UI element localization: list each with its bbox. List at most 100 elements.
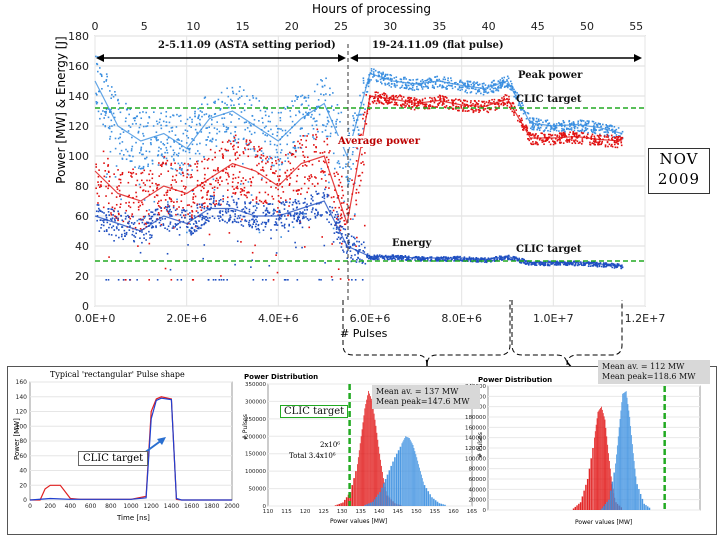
series-point bbox=[201, 224, 203, 226]
pulse-y-tick: 20 bbox=[19, 482, 27, 489]
series-point bbox=[299, 128, 302, 130]
series-point bbox=[595, 264, 598, 266]
series-point bbox=[575, 133, 577, 135]
series-point bbox=[156, 194, 159, 197]
series-point bbox=[214, 205, 216, 208]
dist1-bar bbox=[414, 451, 416, 506]
series-point bbox=[287, 160, 290, 163]
series-point bbox=[475, 258, 477, 261]
series-point bbox=[540, 263, 543, 265]
series-point bbox=[323, 151, 326, 153]
y-tick-label: 180 bbox=[68, 30, 89, 43]
series-point bbox=[392, 97, 395, 100]
series-point bbox=[378, 100, 381, 102]
series-point bbox=[238, 118, 240, 120]
series-point bbox=[564, 263, 567, 265]
series-point bbox=[303, 212, 306, 215]
series-point bbox=[328, 181, 330, 184]
series-point bbox=[319, 214, 322, 216]
series-point bbox=[314, 215, 317, 218]
series-point bbox=[402, 103, 404, 106]
series-point bbox=[426, 85, 429, 88]
series-point bbox=[340, 111, 343, 114]
series-point bbox=[435, 259, 438, 261]
series-point bbox=[193, 215, 196, 217]
series-point bbox=[196, 162, 199, 165]
series-point bbox=[532, 118, 535, 121]
series-point bbox=[124, 218, 127, 220]
series-point bbox=[169, 268, 172, 271]
series-point bbox=[216, 128, 218, 131]
series-point bbox=[165, 191, 168, 194]
series-point bbox=[520, 117, 523, 120]
series-point bbox=[96, 204, 99, 206]
series-point bbox=[281, 224, 283, 227]
dist1-x-tick: 145 bbox=[393, 509, 404, 515]
series-point bbox=[222, 195, 225, 197]
series-point bbox=[434, 258, 437, 261]
series-point bbox=[218, 200, 221, 202]
series-point bbox=[397, 95, 400, 98]
series-point bbox=[221, 180, 223, 182]
series-point bbox=[206, 103, 209, 106]
series-point bbox=[309, 108, 311, 111]
series-point bbox=[301, 217, 304, 220]
series-point bbox=[328, 173, 330, 176]
pulse-x-tick: 1000 bbox=[123, 503, 138, 510]
series-point bbox=[179, 221, 181, 224]
series-point bbox=[96, 219, 98, 222]
series-point bbox=[322, 192, 325, 194]
series-point bbox=[348, 279, 350, 281]
series-point bbox=[431, 99, 434, 101]
series-point bbox=[160, 207, 162, 209]
series-point bbox=[400, 257, 403, 260]
series-point bbox=[544, 263, 546, 266]
series-point bbox=[117, 98, 119, 101]
series-point bbox=[182, 209, 185, 212]
series-point bbox=[297, 189, 299, 191]
series-point bbox=[263, 205, 265, 207]
series-point bbox=[180, 162, 183, 164]
series-point bbox=[273, 223, 276, 226]
dist1-bar bbox=[431, 497, 433, 506]
series-point bbox=[389, 258, 391, 260]
series-point bbox=[503, 86, 506, 89]
series-point bbox=[592, 140, 595, 142]
series-point bbox=[288, 184, 291, 186]
series-point bbox=[415, 98, 418, 101]
series-point bbox=[164, 199, 167, 201]
series-point bbox=[289, 132, 292, 134]
series-point bbox=[227, 208, 230, 211]
series-point bbox=[242, 152, 245, 155]
series-point bbox=[271, 133, 274, 135]
series-point bbox=[608, 143, 611, 146]
dist2-bar bbox=[602, 506, 605, 510]
series-point bbox=[500, 255, 502, 258]
series-point bbox=[186, 147, 189, 150]
series-point bbox=[322, 171, 325, 174]
series-point bbox=[339, 278, 342, 280]
series-point bbox=[275, 162, 278, 165]
series-point bbox=[344, 165, 347, 168]
series-point bbox=[145, 209, 148, 212]
series-point bbox=[326, 211, 328, 214]
dist1-bar bbox=[404, 438, 406, 506]
y-tick-label: 140 bbox=[68, 90, 89, 103]
series-point bbox=[335, 217, 338, 220]
series-point bbox=[504, 81, 506, 84]
series-point bbox=[285, 175, 288, 177]
dist2-bar bbox=[608, 499, 610, 510]
series-point bbox=[426, 79, 428, 82]
series-point bbox=[160, 127, 163, 130]
series-point bbox=[178, 139, 180, 141]
series-point bbox=[125, 202, 127, 204]
series-point bbox=[213, 194, 215, 197]
series-point bbox=[107, 187, 109, 190]
series-point bbox=[423, 106, 425, 108]
series-point bbox=[338, 162, 341, 165]
pulse-trace-1 bbox=[30, 396, 232, 501]
series-point bbox=[385, 94, 388, 97]
series-point bbox=[271, 203, 274, 205]
series-point bbox=[373, 68, 375, 71]
series-point bbox=[194, 163, 196, 165]
